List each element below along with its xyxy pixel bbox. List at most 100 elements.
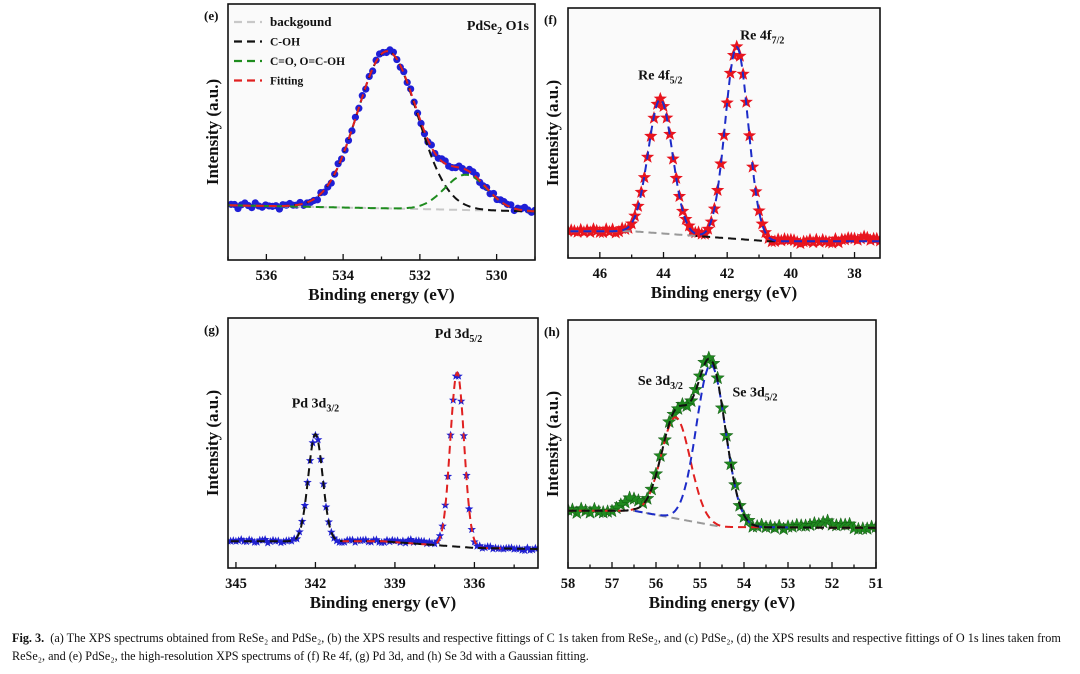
data-point <box>327 527 336 536</box>
figure-caption: Fig. 3. (a) The XPS spectrums obtained f… <box>12 629 1074 665</box>
data-point <box>295 527 304 536</box>
data-point <box>276 538 286 547</box>
x-tick-label: 55 <box>693 576 708 592</box>
chart-title-sub: 2 <box>497 26 502 37</box>
data-point <box>615 221 629 235</box>
data-point <box>711 183 725 196</box>
data-point <box>812 235 827 248</box>
plot-frame <box>567 7 881 259</box>
data-point <box>755 216 769 230</box>
data-point <box>486 190 494 198</box>
data-point <box>803 232 817 246</box>
peak-annotation-main: Re 4f <box>740 28 772 43</box>
data-point <box>335 537 344 546</box>
fit-curve-background-mid <box>342 540 427 546</box>
data-point <box>374 537 384 546</box>
data-point <box>723 66 737 79</box>
data-point <box>777 232 792 245</box>
data-point <box>237 535 246 544</box>
data-point <box>390 536 400 545</box>
y-axis-label: Intensity (a.u.) <box>543 80 562 186</box>
data-point <box>523 543 532 552</box>
data-point <box>344 136 353 145</box>
data-point <box>351 113 360 121</box>
x-tick-label: 54 <box>737 576 752 592</box>
fit-curve-se-3d3-2 <box>568 416 876 529</box>
x-tick-label: 345 <box>225 576 247 592</box>
chart-e: 536 534 532 530 Binding energy (eV) Intensity… <box>203 3 536 304</box>
x-tick-label: 44 <box>656 266 671 282</box>
data-point <box>653 91 667 105</box>
plot-area <box>568 320 876 568</box>
plot-content <box>568 39 880 250</box>
data-point <box>430 539 439 548</box>
peak-annotation-main: Se 3d <box>732 385 765 400</box>
x-tick-label: 536 <box>256 268 278 284</box>
data-point <box>247 536 257 545</box>
data-point <box>263 538 272 547</box>
legend-label: backgound <box>270 14 332 29</box>
chart-title-main: PdSe <box>467 19 497 34</box>
data-point <box>720 95 734 109</box>
y-axis-label: Intensity (a.u.) <box>203 79 222 185</box>
peak-annotation-sub: 5/2 <box>469 334 482 345</box>
data-point <box>435 531 445 540</box>
fit-curve-background-right <box>695 234 775 243</box>
data-point <box>599 222 613 235</box>
data-point <box>816 232 830 246</box>
data-point <box>574 222 588 236</box>
data-point <box>752 203 766 217</box>
data-point <box>774 233 788 247</box>
peak-annotation-sub: 5/2 <box>670 75 683 86</box>
plot-content <box>568 350 876 536</box>
fit-curve-pd-3d5-2-fit <box>421 370 501 550</box>
x-tick-label: 38 <box>847 266 862 282</box>
panel-label: (g) <box>204 322 219 337</box>
x-axis-label: Binding energy (eV) <box>310 593 456 612</box>
peak-annotation: Re 4f7/2 <box>740 28 784 46</box>
chart-title: PdSe2 O1s <box>467 19 530 37</box>
data-point <box>688 225 702 239</box>
x-tick-label: 56 <box>649 576 664 592</box>
data-point <box>701 222 715 235</box>
data-point <box>602 224 616 238</box>
data-point <box>590 223 604 237</box>
x-tick-label: 40 <box>784 266 799 282</box>
plot-content <box>228 46 535 216</box>
data-point <box>568 502 576 517</box>
data-point <box>228 536 233 545</box>
x-tick-label: 58 <box>561 576 576 592</box>
peak-annotation-sub: 7/2 <box>772 35 785 46</box>
peak-annotation: Se 3d5/2 <box>732 385 777 403</box>
data-point <box>425 537 434 546</box>
data-point <box>313 435 323 444</box>
panel-label: (e) <box>204 8 218 23</box>
data-point <box>445 162 453 170</box>
peak-annotation-sub: 5/2 <box>765 392 778 403</box>
data-point <box>353 536 363 545</box>
data-point <box>669 171 683 184</box>
data-point <box>863 233 878 246</box>
data-point <box>682 218 696 232</box>
data-point <box>857 229 871 243</box>
data-point <box>388 535 397 544</box>
data-point <box>375 50 384 58</box>
plot-frame <box>227 317 539 569</box>
data-point <box>382 535 392 544</box>
fit-curve-fitting <box>568 45 880 243</box>
legend-label: C=O, O=C-OH <box>270 56 345 68</box>
data-point <box>255 535 265 544</box>
plot-area <box>228 318 538 568</box>
data-point <box>398 536 408 545</box>
data-point <box>422 539 431 548</box>
peak-annotation: Re 4f5/2 <box>638 68 682 86</box>
data-point <box>742 128 757 142</box>
data-point <box>625 216 639 230</box>
peak-annotation-main: Re 4f <box>638 68 670 83</box>
data-point <box>520 546 529 555</box>
data-point <box>796 234 811 248</box>
panel-label: (h) <box>544 324 560 339</box>
y-axis-label: Intensity (a.u.) <box>203 390 222 496</box>
x-tick-label: 46 <box>593 266 608 282</box>
